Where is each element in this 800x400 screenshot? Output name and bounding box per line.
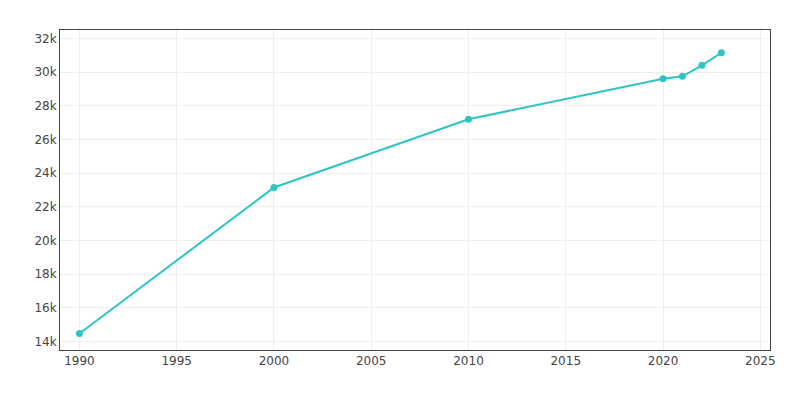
svg-text:2020: 2020	[648, 354, 679, 368]
svg-text:18k: 18k	[34, 267, 56, 281]
svg-text:14k: 14k	[34, 335, 56, 349]
svg-text:30k: 30k	[34, 65, 56, 79]
svg-text:2000: 2000	[259, 354, 290, 368]
svg-text:28k: 28k	[34, 99, 56, 113]
svg-text:22k: 22k	[34, 200, 56, 214]
svg-text:1995: 1995	[161, 354, 192, 368]
svg-text:24k: 24k	[34, 166, 56, 180]
svg-text:20k: 20k	[34, 234, 56, 248]
svg-text:16k: 16k	[34, 301, 56, 315]
svg-text:2015: 2015	[550, 354, 581, 368]
svg-text:2025: 2025	[745, 354, 776, 368]
svg-text:32k: 32k	[34, 32, 56, 46]
svg-text:26k: 26k	[34, 133, 56, 147]
svg-text:2010: 2010	[453, 354, 484, 368]
svg-text:1990: 1990	[64, 354, 95, 368]
svg-text:2005: 2005	[356, 354, 387, 368]
